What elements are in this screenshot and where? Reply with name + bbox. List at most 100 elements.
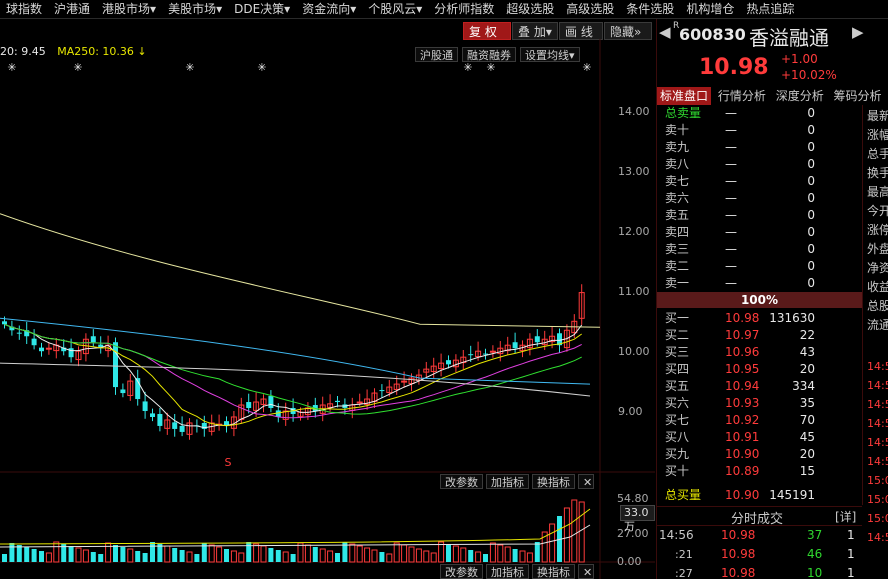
ob-label: 卖十 [665, 123, 690, 137]
tick-header: 分时成交 [详] [657, 506, 862, 527]
nav-item-9[interactable]: 高级选股 [566, 2, 615, 16]
tab-chip-analysis[interactable]: 筹码分析 [833, 89, 882, 103]
ob-label: 买四 [665, 362, 690, 376]
change-params-button-2[interactable]: 改参数 [440, 564, 483, 579]
volume-bar [335, 553, 340, 562]
candle-body [179, 425, 185, 432]
bid-row: 买一 10.98 131630 [665, 310, 815, 327]
candle-body [386, 386, 393, 393]
volume-bar [475, 551, 482, 563]
nav-item-5[interactable]: 资金流向▾ [302, 2, 357, 16]
tick-time: :27 [675, 567, 693, 579]
candle-body [16, 332, 22, 334]
ob-volume: 43 [799, 345, 815, 359]
nav-item-0[interactable]: 球指数 [6, 2, 43, 16]
volume-bar [497, 544, 504, 563]
ob-label: 买三 [665, 345, 690, 359]
ob-label: 买六 [665, 396, 690, 410]
volume-bar [415, 548, 422, 563]
volume-bar [98, 554, 104, 562]
fuquan-button[interactable]: 复 权 [463, 22, 511, 40]
candle-body [201, 422, 207, 429]
add-indicator-button-2[interactable]: 加指标 [486, 564, 529, 579]
tick-detail-link[interactable]: [详] [835, 510, 857, 524]
hugangtong-tag[interactable]: 沪股通 [415, 47, 458, 62]
signal-star-icon: ✳ [582, 61, 591, 74]
nav-item-8[interactable]: 超级选股 [506, 2, 555, 16]
ob-label: 买七 [665, 413, 690, 427]
candle-body [127, 380, 134, 396]
nav-item-10[interactable]: 条件选股 [626, 2, 675, 16]
candle-body [356, 401, 363, 404]
tick-volume: 37 [807, 528, 823, 542]
signal-star-icon: ✳ [185, 61, 194, 74]
candle-body [335, 400, 340, 403]
candle-body [90, 336, 96, 343]
volume-bar [379, 552, 385, 562]
overlay-button[interactable]: 叠 加▾ [512, 22, 558, 40]
signal-star-icon: ✳ [73, 61, 82, 74]
ob-volume: 20 [799, 447, 815, 461]
nav-item-2[interactable]: 港股市场▾ [102, 2, 157, 16]
volume-bar [24, 547, 30, 562]
ask-row: 卖七 — 0 [665, 173, 815, 190]
volume-bar [9, 543, 15, 562]
volume-bar [401, 544, 408, 563]
switch-indicator-button-2[interactable]: 换指标 [532, 564, 575, 579]
next-stock-icon[interactable]: ▶ [852, 23, 864, 41]
candle-body [113, 342, 118, 388]
volume-bar [541, 531, 548, 563]
side-time: 15:0 [867, 512, 888, 525]
ob-volume: 0 [807, 174, 815, 188]
volume-bar [194, 554, 200, 562]
volume-bar [489, 542, 496, 563]
ma30-line [4, 323, 582, 415]
prev-stock-icon[interactable]: ◀ [659, 23, 671, 41]
volume-bar [534, 542, 540, 562]
candle-body [423, 368, 430, 373]
nav-item-12[interactable]: 热点追踪 [746, 2, 795, 16]
volume-bar [468, 550, 474, 562]
tab-deep-analysis[interactable]: 深度分析 [775, 89, 824, 103]
candle-body [408, 377, 415, 384]
nav-item-7[interactable]: 分析师指数 [434, 2, 495, 16]
nav-item-4[interactable]: DDE决策▾ [234, 2, 291, 16]
bid-row: 买十 10.89 15 [665, 463, 815, 480]
hide-button[interactable]: 隐藏» [604, 22, 652, 40]
ob-volume: 0 [807, 276, 815, 290]
side-stat-label: 最高 [867, 185, 888, 199]
nav-item-11[interactable]: 机构增仓 [686, 2, 735, 16]
ob-volume: 45 [799, 430, 815, 444]
nav-item-3[interactable]: 美股市场▾ [168, 2, 223, 16]
tick-count: 1 [847, 547, 855, 561]
add-indicator-button[interactable]: 加指标 [486, 474, 529, 489]
nav-item-1[interactable]: 沪港通 [54, 2, 91, 16]
price-tick-label: 11.00 [618, 285, 650, 298]
ob-volume: 0 [807, 191, 815, 205]
kline-chart-pane[interactable]: 20: 9.45 MA250: 10.36 ↓ 复 权 叠 加▾ 画 线 隐藏»… [0, 19, 655, 579]
top-nav-bar: 球指数 沪港通 港股市场▾ 美股市场▾ DDE决策▾ 资金流向▾ 个股风云▾ 分析师指数 超级选… [0, 0, 888, 19]
volume-badge: 33.0万 [620, 505, 655, 533]
sell-signal-mark: S [225, 456, 232, 469]
margin-trading-tag[interactable]: 融资融券 [462, 47, 516, 62]
volume-bar [172, 548, 178, 562]
draw-line-button[interactable]: 画 线 [559, 22, 603, 40]
change-params-button[interactable]: 改参数 [440, 474, 483, 489]
candle-body [224, 421, 229, 426]
candle-body [578, 292, 585, 319]
ob-volume: 0 [807, 242, 815, 256]
close-indicator-icon-2[interactable]: ✕ [578, 564, 594, 579]
volume-bar [224, 549, 229, 562]
ob-volume: 15 [799, 464, 815, 478]
tab-market-analysis[interactable]: 行情分析 [717, 89, 766, 103]
ma-settings-button[interactable]: 设置均线▾ [520, 47, 580, 62]
switch-indicator-button[interactable]: 换指标 [532, 474, 575, 489]
ob-label: 卖九 [665, 140, 690, 154]
tab-standard[interactable]: 标准盘口 [657, 87, 712, 105]
bid-row: 买九 10.90 20 [665, 446, 815, 463]
volume-bar [297, 542, 304, 563]
vol-ma-line [0, 508, 591, 545]
ma60-line [0, 362, 591, 397]
close-indicator-icon[interactable]: ✕ [578, 474, 594, 489]
nav-item-6[interactable]: 个股风云▾ [368, 2, 423, 16]
